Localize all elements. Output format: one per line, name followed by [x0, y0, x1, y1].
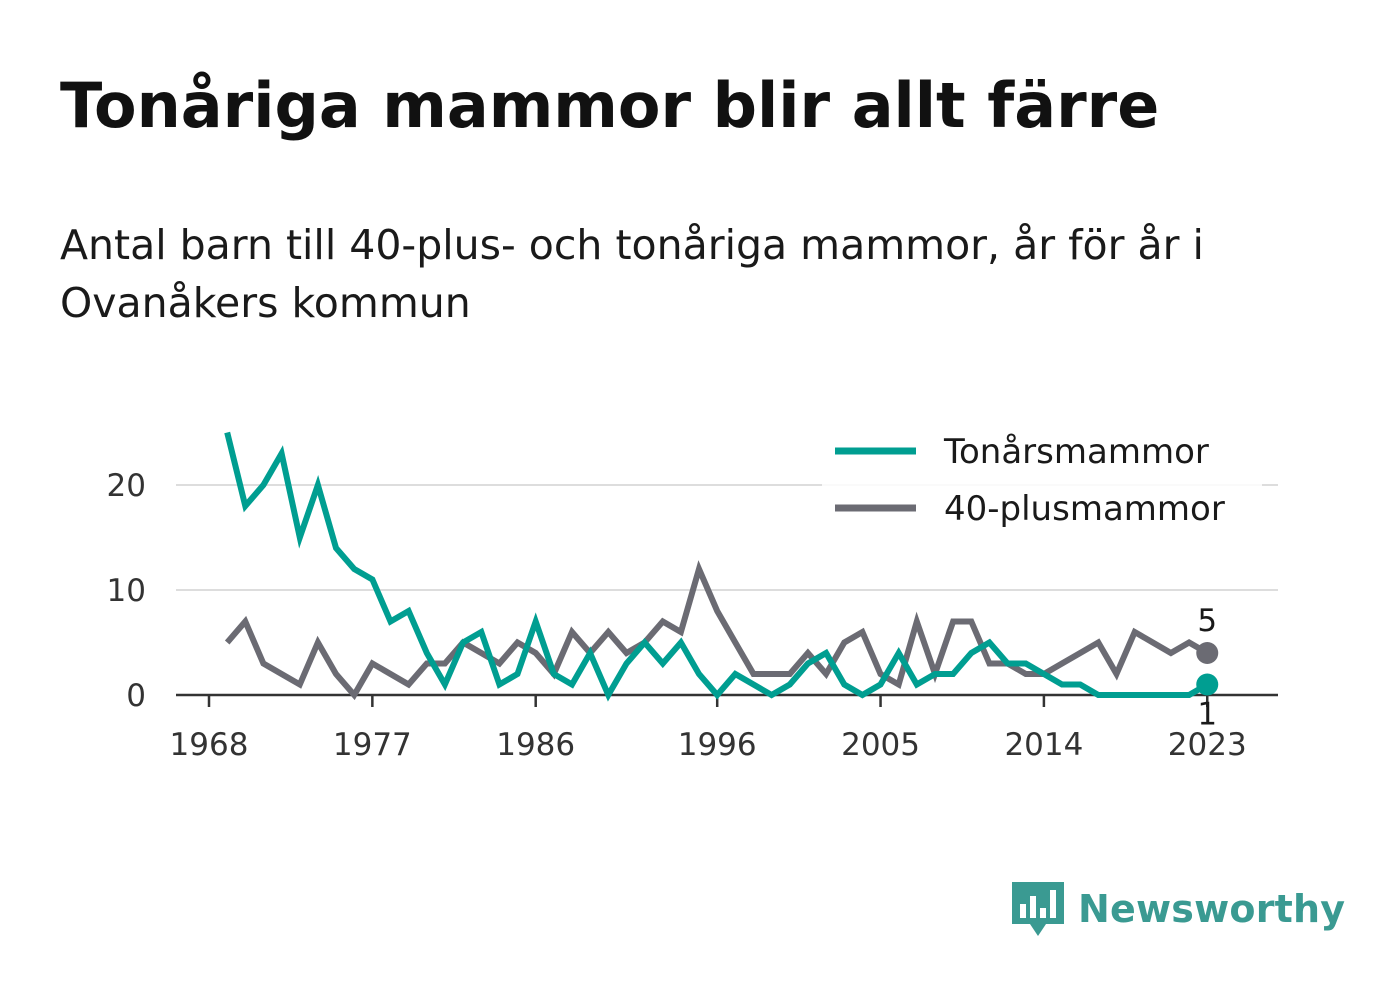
y-tick-label: 20: [107, 468, 146, 504]
legend-label: Tonårsmammor: [943, 432, 1209, 472]
end-point: [1196, 642, 1219, 664]
legend: Tonårsmammor 40-plusmammor: [822, 424, 1262, 548]
x-tick-label: 1996: [678, 727, 757, 763]
x-axis: 1968 1977 1986 1996 2005 2014 2023: [170, 693, 1278, 763]
end-value-label: 5: [1197, 603, 1217, 639]
legend-label: 40-plusmammor: [944, 489, 1225, 529]
end-value-label: 1: [1197, 697, 1217, 733]
legend-background: [822, 424, 1262, 548]
x-tick-label: 2005: [841, 727, 920, 763]
x-tick-label: 1968: [170, 727, 249, 763]
brand-name: Newsworthy: [1078, 887, 1346, 931]
y-tick-label: 0: [126, 678, 146, 714]
newsworthy-logo-icon: [1012, 882, 1064, 936]
y-tick-label: 10: [107, 573, 146, 609]
series: 15: [224, 431, 1219, 733]
end-point: [1196, 673, 1219, 696]
x-tick-label: 2014: [1004, 727, 1083, 763]
x-tick-label: 1986: [496, 727, 575, 763]
newsworthy-brand: Newsworthy: [1012, 878, 1345, 940]
x-tick-label: 2023: [1168, 727, 1247, 763]
y-axis: 0 10 20: [107, 468, 146, 714]
series-line-tonarsmammor: [224, 431, 1209, 702]
chart-subtitle: Antal barn till 40-plus- och tonåriga ma…: [60, 221, 1204, 327]
chart-title: Tonåriga mammor blir allt färre: [60, 69, 1160, 142]
x-tick-label: 1977: [333, 727, 412, 763]
